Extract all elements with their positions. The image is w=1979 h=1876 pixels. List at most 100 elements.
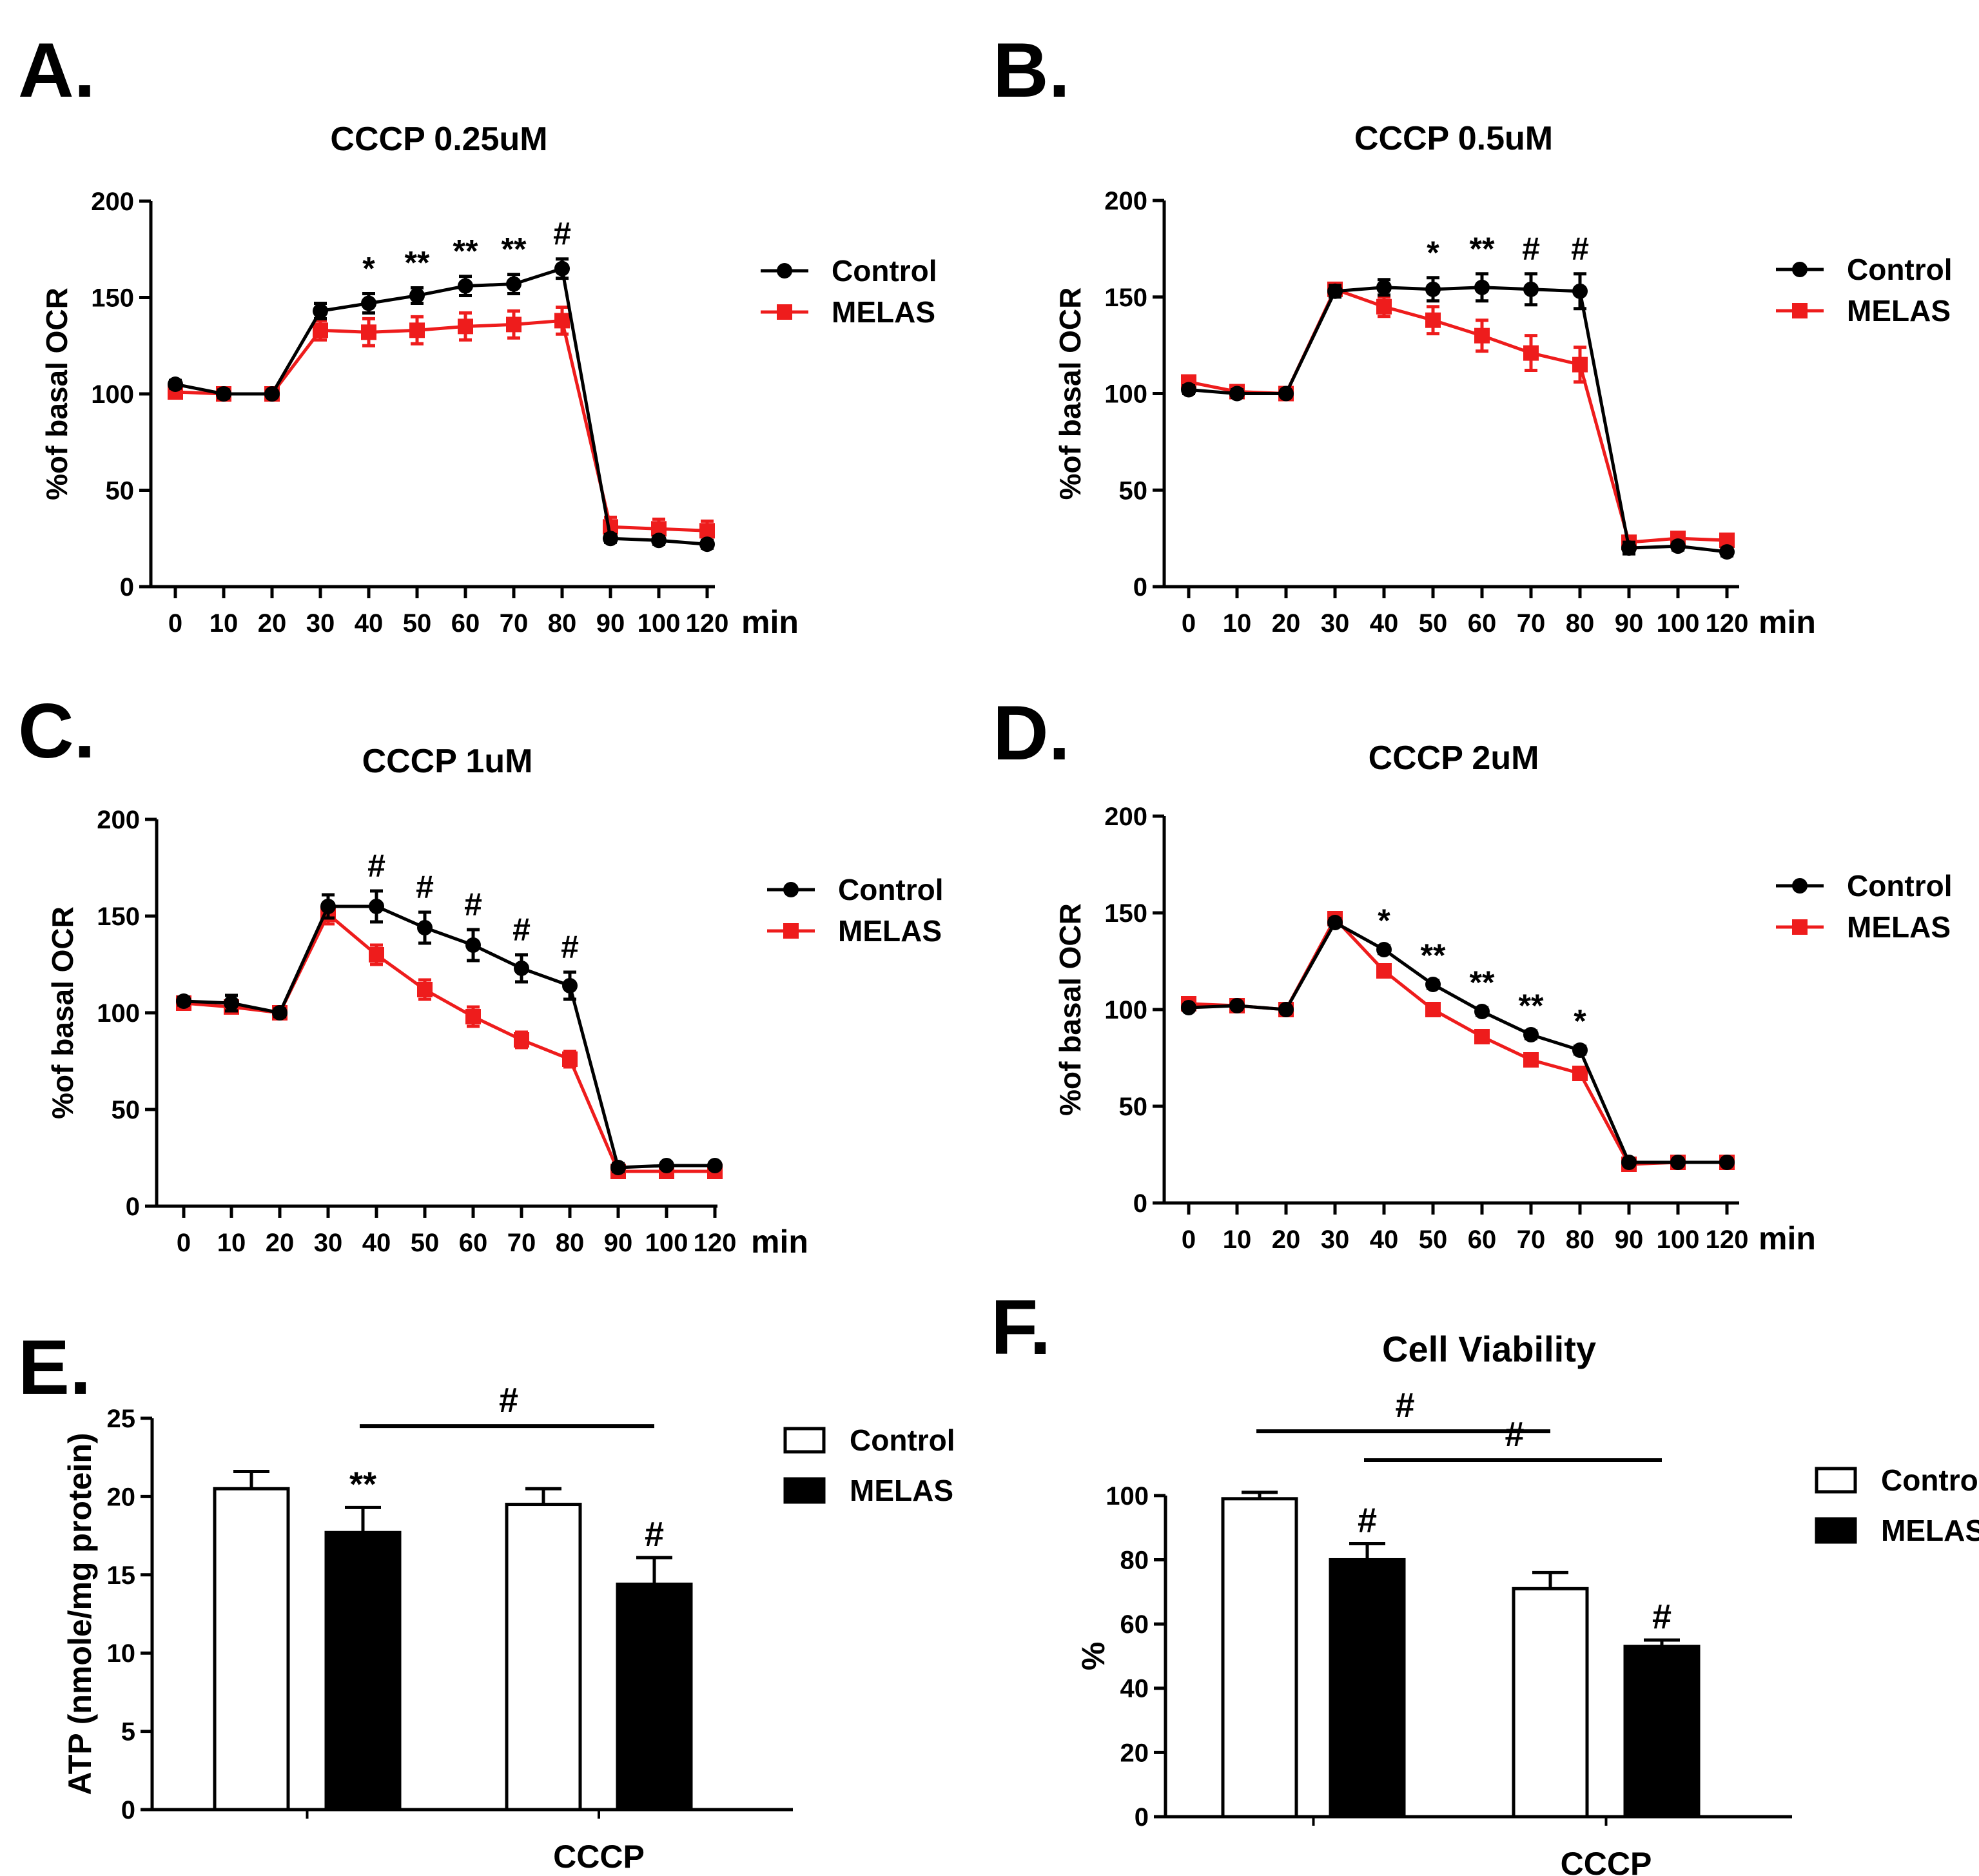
legend-swatch	[783, 1427, 826, 1454]
data-point-melas	[1425, 1002, 1441, 1017]
legend-label: MELAS	[832, 295, 935, 329]
x-tick-label: 40	[355, 609, 384, 638]
y-tick-label: 15	[107, 1561, 136, 1590]
data-point-melas	[465, 1009, 481, 1024]
y-axis-label: %	[1075, 1642, 1111, 1670]
data-point-melas	[361, 324, 376, 340]
data-point-control	[361, 295, 376, 311]
data-point-control	[707, 1158, 723, 1173]
panel-label: D.	[993, 690, 1070, 776]
data-point-melas	[1523, 345, 1539, 361]
y-tick-label: 0	[121, 1796, 135, 1824]
legend-item-control: Control	[767, 873, 944, 906]
x-tick-label: 30	[1321, 1226, 1350, 1254]
significance-mark: **	[349, 1465, 376, 1503]
data-point-control	[369, 899, 384, 914]
data-point-melas	[409, 322, 425, 338]
y-axis-label: %of basal OCR	[1053, 288, 1087, 500]
significance-mark: #	[1522, 231, 1540, 267]
x-tick-label: 40	[362, 1229, 391, 1257]
panel-label: C.	[18, 688, 95, 774]
legend-label: Control	[850, 1423, 955, 1457]
x-tick-label: 30	[314, 1229, 343, 1257]
data-point-melas	[1523, 1052, 1539, 1068]
legend-label: MELAS	[1847, 910, 1951, 944]
series-line-melas	[1188, 287, 1728, 544]
series-line-melas	[175, 318, 708, 533]
x-tick-label: 120	[1706, 609, 1749, 638]
legend-label: Control	[1847, 869, 1953, 903]
x-tick-label: 80	[1566, 1226, 1595, 1254]
legend-marker	[1792, 919, 1808, 935]
series-line-control	[183, 904, 715, 1169]
panel-label: B.	[993, 27, 1070, 113]
x-category-label: CCCP	[553, 1839, 645, 1875]
y-tick-label: 20	[107, 1483, 136, 1511]
chart-title: CCCP 1uM	[362, 743, 533, 780]
significance-mark: **	[1470, 964, 1495, 1001]
x-tick-label: 60	[1468, 609, 1497, 638]
data-point-melas	[699, 523, 715, 539]
legend-marker	[783, 882, 799, 897]
significance-mark: #	[1358, 1501, 1377, 1540]
data-point-control	[458, 278, 473, 294]
legend-label: Control	[1881, 1463, 1979, 1497]
chart-title: Cell Viability	[1382, 1329, 1596, 1369]
data-point-control	[313, 303, 328, 319]
legend-item-melas: MELAS	[1815, 1514, 1979, 1547]
y-axis-label: ATP (nmole/mg protein)	[62, 1432, 98, 1795]
data-point-control	[659, 1158, 674, 1173]
data-point-melas	[458, 318, 473, 335]
x-tick-label: 20	[1272, 1226, 1301, 1254]
y-tick-label: 50	[112, 1096, 141, 1124]
bar-melas	[616, 1582, 693, 1812]
data-point-control	[1181, 382, 1196, 398]
x-axis-label: min	[741, 604, 799, 640]
x-axis-label: min	[751, 1224, 808, 1260]
significance-mark: **	[502, 231, 527, 268]
legend-item-melas: MELAS	[761, 295, 935, 329]
legend-item-control: Control	[761, 254, 937, 288]
y-tick-label: 25	[107, 1405, 136, 1433]
x-tick-label: 70	[1517, 1226, 1546, 1254]
bar-melas	[1623, 1645, 1701, 1819]
series-line-control	[1188, 286, 1728, 554]
y-tick-label: 200	[1104, 803, 1147, 831]
data-point-control	[1376, 279, 1392, 295]
significance-mark: *	[1574, 1003, 1586, 1039]
significance-mark: **	[1470, 231, 1495, 267]
data-point-control	[1376, 942, 1392, 957]
significance-mark: **	[453, 233, 478, 269]
y-axis-label: %of basal OCR	[1053, 903, 1087, 1116]
legend-label: MELAS	[838, 914, 942, 948]
y-tick-label: 150	[1104, 899, 1147, 928]
legend-item-control: Control	[1776, 869, 1953, 903]
legend-swatch	[783, 1477, 826, 1504]
data-point-melas	[1376, 298, 1392, 315]
significance-mark: #	[416, 869, 434, 905]
legend-label: Control	[832, 254, 937, 288]
data-point-control	[506, 276, 522, 292]
significance-mark: #	[464, 886, 482, 923]
data-point-control	[1181, 1000, 1196, 1015]
x-tick-label: 60	[1468, 1226, 1497, 1254]
data-point-control	[1621, 540, 1637, 556]
x-tick-label: 10	[1223, 1226, 1252, 1254]
y-axis-label: %of basal OCR	[46, 906, 79, 1119]
x-tick-label: 90	[1615, 609, 1644, 638]
y-tick-label: 100	[1106, 1482, 1149, 1510]
x-tick-label: 90	[596, 609, 625, 638]
x-tick-label: 100	[1657, 609, 1700, 638]
significance-mark: *	[1378, 903, 1390, 939]
data-point-control	[216, 386, 231, 402]
x-tick-label: 30	[1321, 609, 1350, 638]
data-point-control	[1719, 544, 1735, 560]
bar-melas	[1329, 1558, 1406, 1819]
x-tick-label: 0	[1182, 1226, 1196, 1254]
legend-label: MELAS	[850, 1474, 953, 1507]
x-tick-label: 90	[604, 1229, 633, 1257]
legend-item-melas: MELAS	[1776, 294, 1951, 327]
legend-marker	[783, 923, 799, 939]
data-point-control	[1523, 281, 1539, 297]
